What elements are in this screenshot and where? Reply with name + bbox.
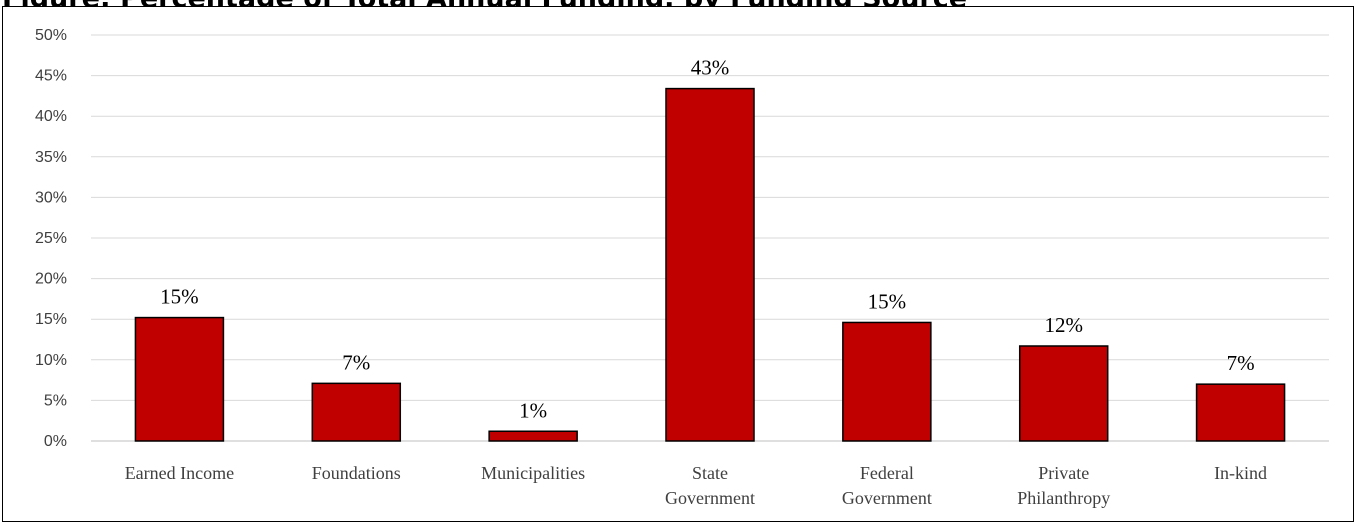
x-tick-label: Foundations	[312, 463, 401, 483]
y-tick-label: 10%	[35, 352, 67, 369]
data-label: 12%	[1044, 313, 1083, 337]
x-tick-label: Private Philanthropy	[1017, 463, 1110, 508]
y-tick-label: 40%	[35, 108, 67, 125]
x-tick-label: In-kind	[1214, 463, 1267, 483]
y-tick-label: 45%	[35, 68, 67, 85]
x-tick-label: Earned Income	[125, 463, 234, 483]
y-tick-label: 15%	[35, 311, 67, 328]
y-axis: 0% 5% 10% 15% 20% 25% 30% 35% 40% 45% 50%	[35, 27, 67, 450]
bar	[134, 316, 225, 442]
bar	[842, 321, 932, 442]
chart-title: Figure: Percentage of Total Annual Fundi…	[2, 0, 967, 10]
y-tick-label: 5%	[44, 392, 67, 409]
y-tick-label: 0%	[44, 433, 67, 450]
chart-frame: 0% 5% 10% 15% 20% 25% 30% 35% 40% 45% 50% 15% 7% 1% 4…	[2, 6, 1354, 522]
x-tick-label-line: State	[692, 463, 728, 483]
gridlines	[91, 34, 1329, 442]
x-axis: Earned Income Foundations Municipalities St…	[125, 463, 1267, 508]
data-label: 1%	[519, 398, 547, 422]
bar	[488, 430, 578, 442]
funding-bar-chart: 0% 5% 10% 15% 20% 25% 30% 35% 40% 45% 50% 15% 7% 1% 4…	[35, 27, 1329, 508]
bar	[1018, 345, 1109, 442]
data-label: 15%	[868, 289, 907, 313]
x-tick-label: Municipalities	[481, 463, 585, 483]
y-tick-label: 35%	[35, 149, 67, 166]
x-tick-label-line: Foundations	[312, 463, 401, 483]
data-label: 7%	[342, 350, 370, 374]
y-tick-label: 30%	[35, 189, 67, 206]
x-tick-label-line: Government	[665, 488, 755, 508]
chart-title-strip: Figure: Percentage of Total Annual Fundi…	[0, 0, 1359, 10]
bar	[665, 87, 755, 442]
x-tick-label-line: Government	[842, 488, 932, 508]
x-tick-label-line: Private	[1038, 463, 1089, 483]
x-tick-label-line: Earned Income	[125, 463, 234, 483]
data-label: 7%	[1227, 351, 1255, 375]
x-tick-label: State Government	[665, 463, 755, 508]
x-tick-label-line: Philanthropy	[1017, 488, 1110, 508]
x-tick-label-line: Federal	[860, 463, 914, 483]
x-tick-label: Federal Government	[842, 463, 932, 508]
y-tick-label: 20%	[35, 271, 67, 288]
data-label: 15%	[160, 285, 199, 309]
bar	[1195, 383, 1286, 442]
bar	[311, 382, 402, 442]
y-tick-label: 50%	[35, 27, 67, 44]
y-tick-label: 25%	[35, 230, 67, 247]
bars	[134, 87, 1286, 442]
x-tick-label-line: In-kind	[1214, 463, 1267, 483]
x-tick-label-line: Municipalities	[481, 463, 585, 483]
data-label: 43%	[691, 56, 730, 80]
data-labels: 15% 7% 1% 43% 15% 12% 7%	[160, 56, 1254, 423]
